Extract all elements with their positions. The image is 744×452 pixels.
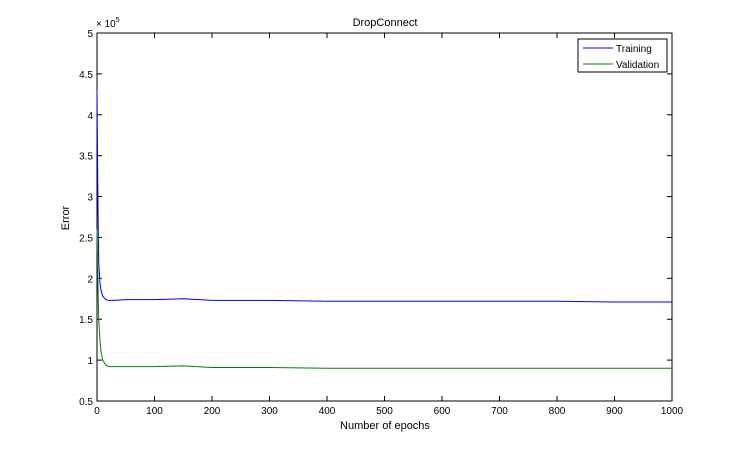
x-tick-label: 600 xyxy=(434,406,451,417)
y-tick-label: 1.5 xyxy=(79,315,93,326)
x-axis-label: Number of epochs xyxy=(340,420,430,432)
legend: Training Validation xyxy=(577,38,668,73)
chart-title: DropConnect xyxy=(353,17,418,29)
y-tick-label: 3.5 xyxy=(79,152,93,163)
legend-box xyxy=(577,38,668,73)
x-tick-label: 800 xyxy=(549,406,566,417)
y-tick-label: 4.5 xyxy=(79,70,93,81)
legend-label: Validation xyxy=(616,60,659,71)
x-tick-label: 300 xyxy=(261,406,278,417)
x-tick-label: 700 xyxy=(491,406,508,417)
y-tick-label: 2 xyxy=(87,274,93,285)
y-multiplier-label: × 105 xyxy=(96,17,120,30)
y-tick-label: 1 xyxy=(87,356,93,367)
y-tick-label: 2.5 xyxy=(79,233,93,244)
x-tick-label: 900 xyxy=(606,406,623,417)
x-tick-label: 200 xyxy=(204,406,221,417)
y-tick-label: 4 xyxy=(87,111,93,122)
y-tick-label: 0.5 xyxy=(79,397,93,408)
x-tick-label: 500 xyxy=(376,406,393,417)
x-tick-label: 0 xyxy=(94,406,100,417)
axes-frame xyxy=(96,32,673,402)
x-tick-label: 400 xyxy=(319,406,336,417)
plot-area: 0 100 200 300 400 500 600 700 800 900 1000 0.5 1 1.5 2… xyxy=(79,29,683,417)
series-line-validation xyxy=(96,229,672,369)
y-tick-label: 5 xyxy=(87,29,93,40)
y-axis-label: Error xyxy=(60,205,72,230)
x-tick-label: 1000 xyxy=(661,406,684,417)
legend-label: Training xyxy=(616,44,652,55)
y-tick-label: 3 xyxy=(87,193,93,204)
series-line-training xyxy=(96,90,672,303)
x-tick-label: 100 xyxy=(146,406,163,417)
